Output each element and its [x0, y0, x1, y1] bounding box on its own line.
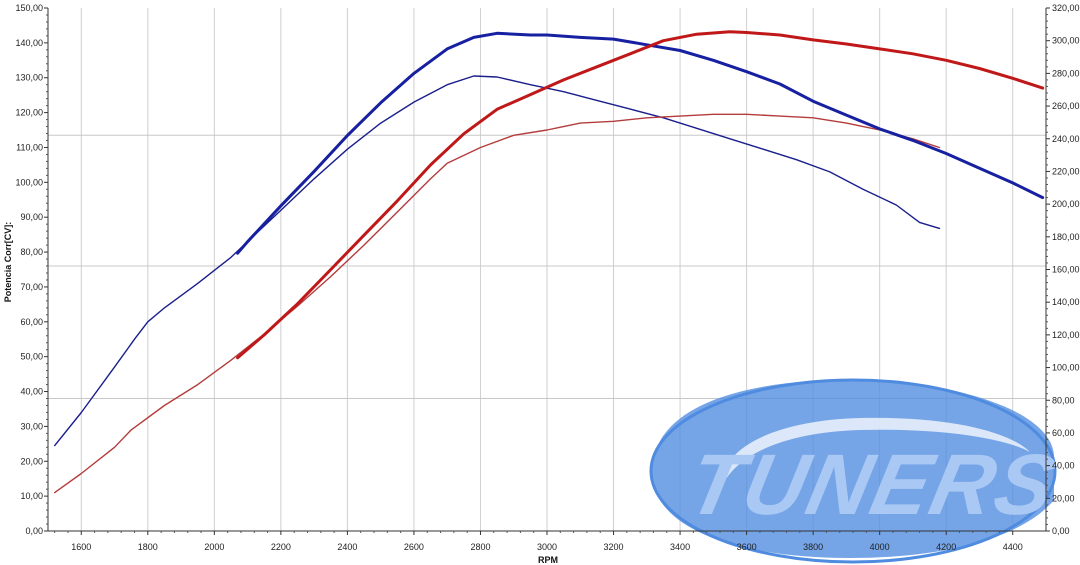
x-axis-title: RPM [538, 555, 558, 565]
x-tick-label: 3800 [803, 542, 823, 552]
x-tick-label: 4200 [936, 542, 956, 552]
x-tick-label: 2800 [470, 542, 490, 552]
series-line-4 [236, 30, 1045, 360]
y-tick-label: 100,00 [15, 177, 43, 187]
y-tick-label: 70,00 [20, 282, 43, 292]
y2-tick-label: 200,00 [1052, 199, 1080, 209]
y2-tick-label: 140,00 [1052, 297, 1080, 307]
y2-tick-label: 120,00 [1052, 330, 1080, 340]
y-tick-label: 130,00 [15, 73, 43, 83]
tick-labels: 0,00 10,00 20,00 30,00 40,00 50,00 60,00 70,00 8… [15, 3, 1079, 552]
x-tick-label: 4400 [1003, 542, 1023, 552]
x-tick-label: 2000 [204, 542, 224, 552]
x-tick-label: 3000 [537, 542, 557, 552]
y-tick-label: 10,00 [20, 491, 43, 501]
axes [44, 7, 1050, 535]
y-tick-label: 30,00 [20, 421, 43, 431]
x-tick-label: 3200 [604, 542, 624, 552]
y-tick-label: 20,00 [20, 456, 43, 466]
y-tick-label: 90,00 [20, 212, 43, 222]
watermark-swoosh [721, 417, 1030, 486]
x-tick-label: 4000 [870, 542, 890, 552]
x-tick-label: 1600 [71, 542, 91, 552]
y-tick-label: 110,00 [16, 142, 43, 152]
x-tick-label: 2600 [404, 542, 424, 552]
y-tick-label: 0,00 [25, 526, 43, 536]
watermark-text: TUNERS [680, 437, 1066, 533]
y2-tick-label: 20,00 [1052, 493, 1075, 503]
y2-tick-label: 180,00 [1052, 232, 1080, 242]
y2-tick-label: 60,00 [1052, 428, 1075, 438]
y2-tick-label: 0,00 [1052, 526, 1070, 536]
y2-tick-label: 320,00 [1052, 3, 1080, 13]
y2-tick-label: 80,00 [1052, 395, 1075, 405]
series-line-1 [54, 75, 941, 447]
x-tick-label: 2400 [337, 542, 357, 552]
series-line-2 [54, 113, 941, 494]
y-tick-label: 140,00 [15, 38, 43, 48]
y2-tick-label: 220,00 [1052, 166, 1080, 176]
series-layer [54, 30, 1045, 494]
x-tick-label: 3400 [670, 542, 690, 552]
x-tick-label: 1800 [138, 542, 158, 552]
y2-tick-label: 280,00 [1052, 68, 1080, 78]
tuners-watermark: TUNERS [649, 378, 1066, 564]
y2-tick-label: 100,00 [1052, 363, 1080, 373]
y-tick-label: 150,00 [15, 3, 43, 13]
y-tick-label: 120,00 [15, 108, 43, 118]
y-tick-label: 40,00 [20, 387, 43, 397]
y2-tick-label: 300,00 [1052, 36, 1080, 46]
x-tick-label: 3600 [737, 542, 757, 552]
series-line-3 [236, 31, 1045, 255]
y2-tick-label: 260,00 [1052, 101, 1080, 111]
y-tick-label: 80,00 [20, 247, 43, 257]
y-tick-label: 60,00 [20, 317, 43, 327]
y2-tick-label: 160,00 [1052, 265, 1080, 275]
y2-tick-label: 240,00 [1052, 134, 1080, 144]
x-tick-label: 2200 [271, 542, 291, 552]
y2-tick-label: 40,00 [1052, 461, 1075, 471]
y-axis-title: Potencia Corr[CV]: [3, 222, 13, 303]
y-tick-label: 50,00 [20, 352, 43, 362]
